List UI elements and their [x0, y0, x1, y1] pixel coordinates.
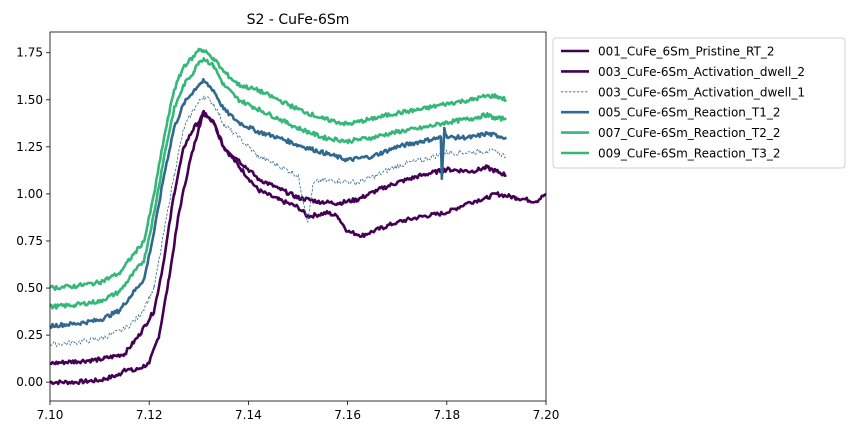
y-tick-label: 0.00	[16, 375, 43, 389]
series-line-2	[50, 112, 507, 366]
legend-frame	[552, 37, 846, 169]
x-tick-label: 7.16	[334, 408, 361, 422]
x-tick-label: 7.20	[533, 408, 560, 422]
legend-label: 003_CuFe-6Sm_Activation_dwell_2	[598, 65, 805, 79]
y-tick-label: 1.75	[16, 46, 43, 60]
legend: 001_CuFe_6Sm_Pristine_RT_2 003_CuFe-6Sm_A…	[552, 37, 846, 169]
y-tick-label: 1.25	[16, 140, 43, 154]
y-tick-label: 0.50	[16, 281, 43, 295]
legend-label: 007_CuFe-6Sm_Reaction_T2_2	[598, 126, 781, 140]
legend-label: 005_CuFe-6Sm_Reaction_T1_2	[598, 106, 781, 120]
x-axis: 7.10 7.12 7.14 7.16 7.18 7.20	[37, 401, 560, 422]
x-tick-label: 7.10	[37, 408, 64, 422]
series-line-4	[50, 77, 508, 329]
legend-label: 009_CuFe-6Sm_Reaction_T3_2	[598, 147, 781, 161]
plot-area-frame	[49, 31, 547, 402]
y-axis: 0.00 0.25 0.50 0.75 1.00 1.25 1.50 1.75	[16, 46, 50, 389]
series-line-1	[50, 109, 546, 386]
legend-label: 001_CuFe_6Sm_Pristine_RT_2	[598, 45, 774, 59]
x-tick-label: 7.12	[136, 408, 163, 422]
series-layer	[50, 47, 546, 386]
legend-label: 003_CuFe-6Sm_Activation_dwell_1	[598, 85, 805, 99]
series-line-6	[50, 47, 508, 291]
y-tick-label: 1.50	[16, 93, 43, 107]
y-tick-label: 1.00	[16, 187, 43, 201]
y-tick-label: 0.75	[16, 234, 43, 248]
x-tick-label: 7.18	[433, 408, 460, 422]
x-tick-label: 7.14	[235, 408, 262, 422]
series-line-5	[50, 57, 507, 310]
y-tick-label: 0.25	[16, 328, 43, 342]
chart-title: S2 - CuFe-6Sm	[247, 12, 350, 28]
series-line-3	[50, 95, 507, 348]
